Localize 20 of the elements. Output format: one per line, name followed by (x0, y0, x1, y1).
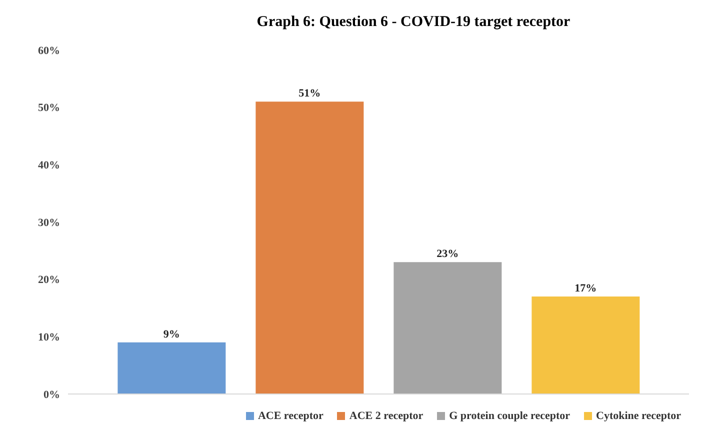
y-tick-label: 0% (44, 388, 60, 401)
data-label: 9% (163, 328, 180, 340)
legend-label: Cytokine receptor (596, 410, 682, 422)
y-tick-label: 20% (38, 274, 60, 286)
bar (118, 342, 226, 394)
legend-label: ACE 2 receptor (349, 410, 424, 422)
legend-label: ACE receptor (258, 410, 324, 422)
legend-label: G protein couple receptor (449, 410, 570, 422)
y-tick-label: 40% (38, 160, 60, 172)
bar (256, 102, 364, 394)
y-tick-label: 10% (38, 332, 60, 344)
chart-title: Graph 6: Question 6 - COVID-19 target receptor (256, 13, 572, 32)
data-label: 23% (436, 248, 459, 260)
bar (532, 296, 640, 394)
bar (394, 262, 502, 394)
y-tick-label: 30% (38, 216, 60, 229)
y-tick-label: 50% (38, 102, 60, 114)
data-label: 17% (574, 282, 597, 295)
data-label: 51% (298, 88, 321, 100)
y-tick-label: 60% (38, 44, 60, 57)
